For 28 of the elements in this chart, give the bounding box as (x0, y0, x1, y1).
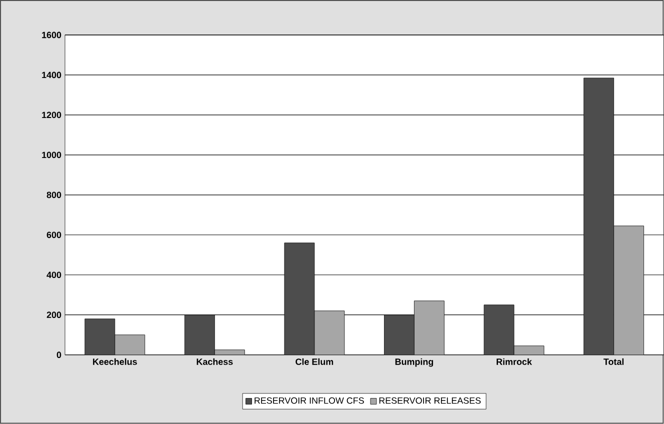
bar (414, 300, 444, 355)
bar (84, 318, 116, 355)
bar (184, 314, 215, 355)
legend-label: RESERVOIR INFLOW CFS (254, 397, 364, 404)
bar (614, 226, 644, 355)
x-tick-label: Keechelus (93, 358, 137, 366)
y-tick-label: 600 (46, 232, 62, 238)
y-tick-label: 400 (46, 272, 62, 278)
bar (114, 334, 146, 355)
y-tick-label: 200 (46, 312, 62, 318)
x-tick-label: Cle Elum (296, 358, 334, 366)
bar (484, 304, 514, 355)
y-tick-label: 800 (46, 192, 62, 198)
x-tick-label: Bumping (395, 358, 434, 367)
y-tick-label: 1200 (42, 112, 62, 118)
legend-label: RESERVOIR RELEASES (379, 397, 481, 404)
bar (284, 242, 315, 355)
bar (384, 314, 414, 355)
y-tick-label: 1400 (42, 72, 62, 78)
x-tick-label: Kachess (196, 358, 233, 366)
y-tick-label: 1000 (42, 152, 62, 158)
bar (314, 310, 345, 355)
x-tick-label: Rimrock (496, 358, 532, 366)
bar (584, 78, 614, 355)
y-tick-label: 1600 (42, 32, 62, 38)
x-tick-label: Total (604, 358, 624, 366)
bar (514, 346, 544, 355)
y-tick-label: 0 (56, 352, 62, 358)
